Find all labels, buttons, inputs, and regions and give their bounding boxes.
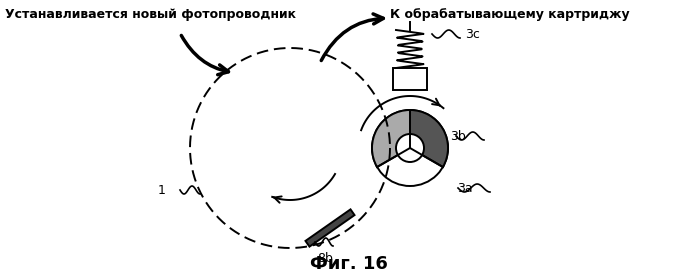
Polygon shape [306,209,355,247]
Text: 3a: 3a [457,182,473,194]
Text: 1: 1 [158,184,166,196]
Circle shape [396,134,424,162]
Wedge shape [410,110,448,167]
Text: Фиг. 16: Фиг. 16 [310,255,388,273]
Text: К обрабатывающему картриджу: К обрабатывающему картриджу [390,8,630,21]
Text: 3b: 3b [450,129,466,143]
Circle shape [372,110,448,186]
Wedge shape [372,110,410,167]
Text: Устанавливается новый фотопроводник: Устанавливается новый фотопроводник [5,8,296,21]
Text: 8b: 8b [317,251,333,264]
Text: 3c: 3c [465,28,480,40]
Bar [393,68,427,90]
